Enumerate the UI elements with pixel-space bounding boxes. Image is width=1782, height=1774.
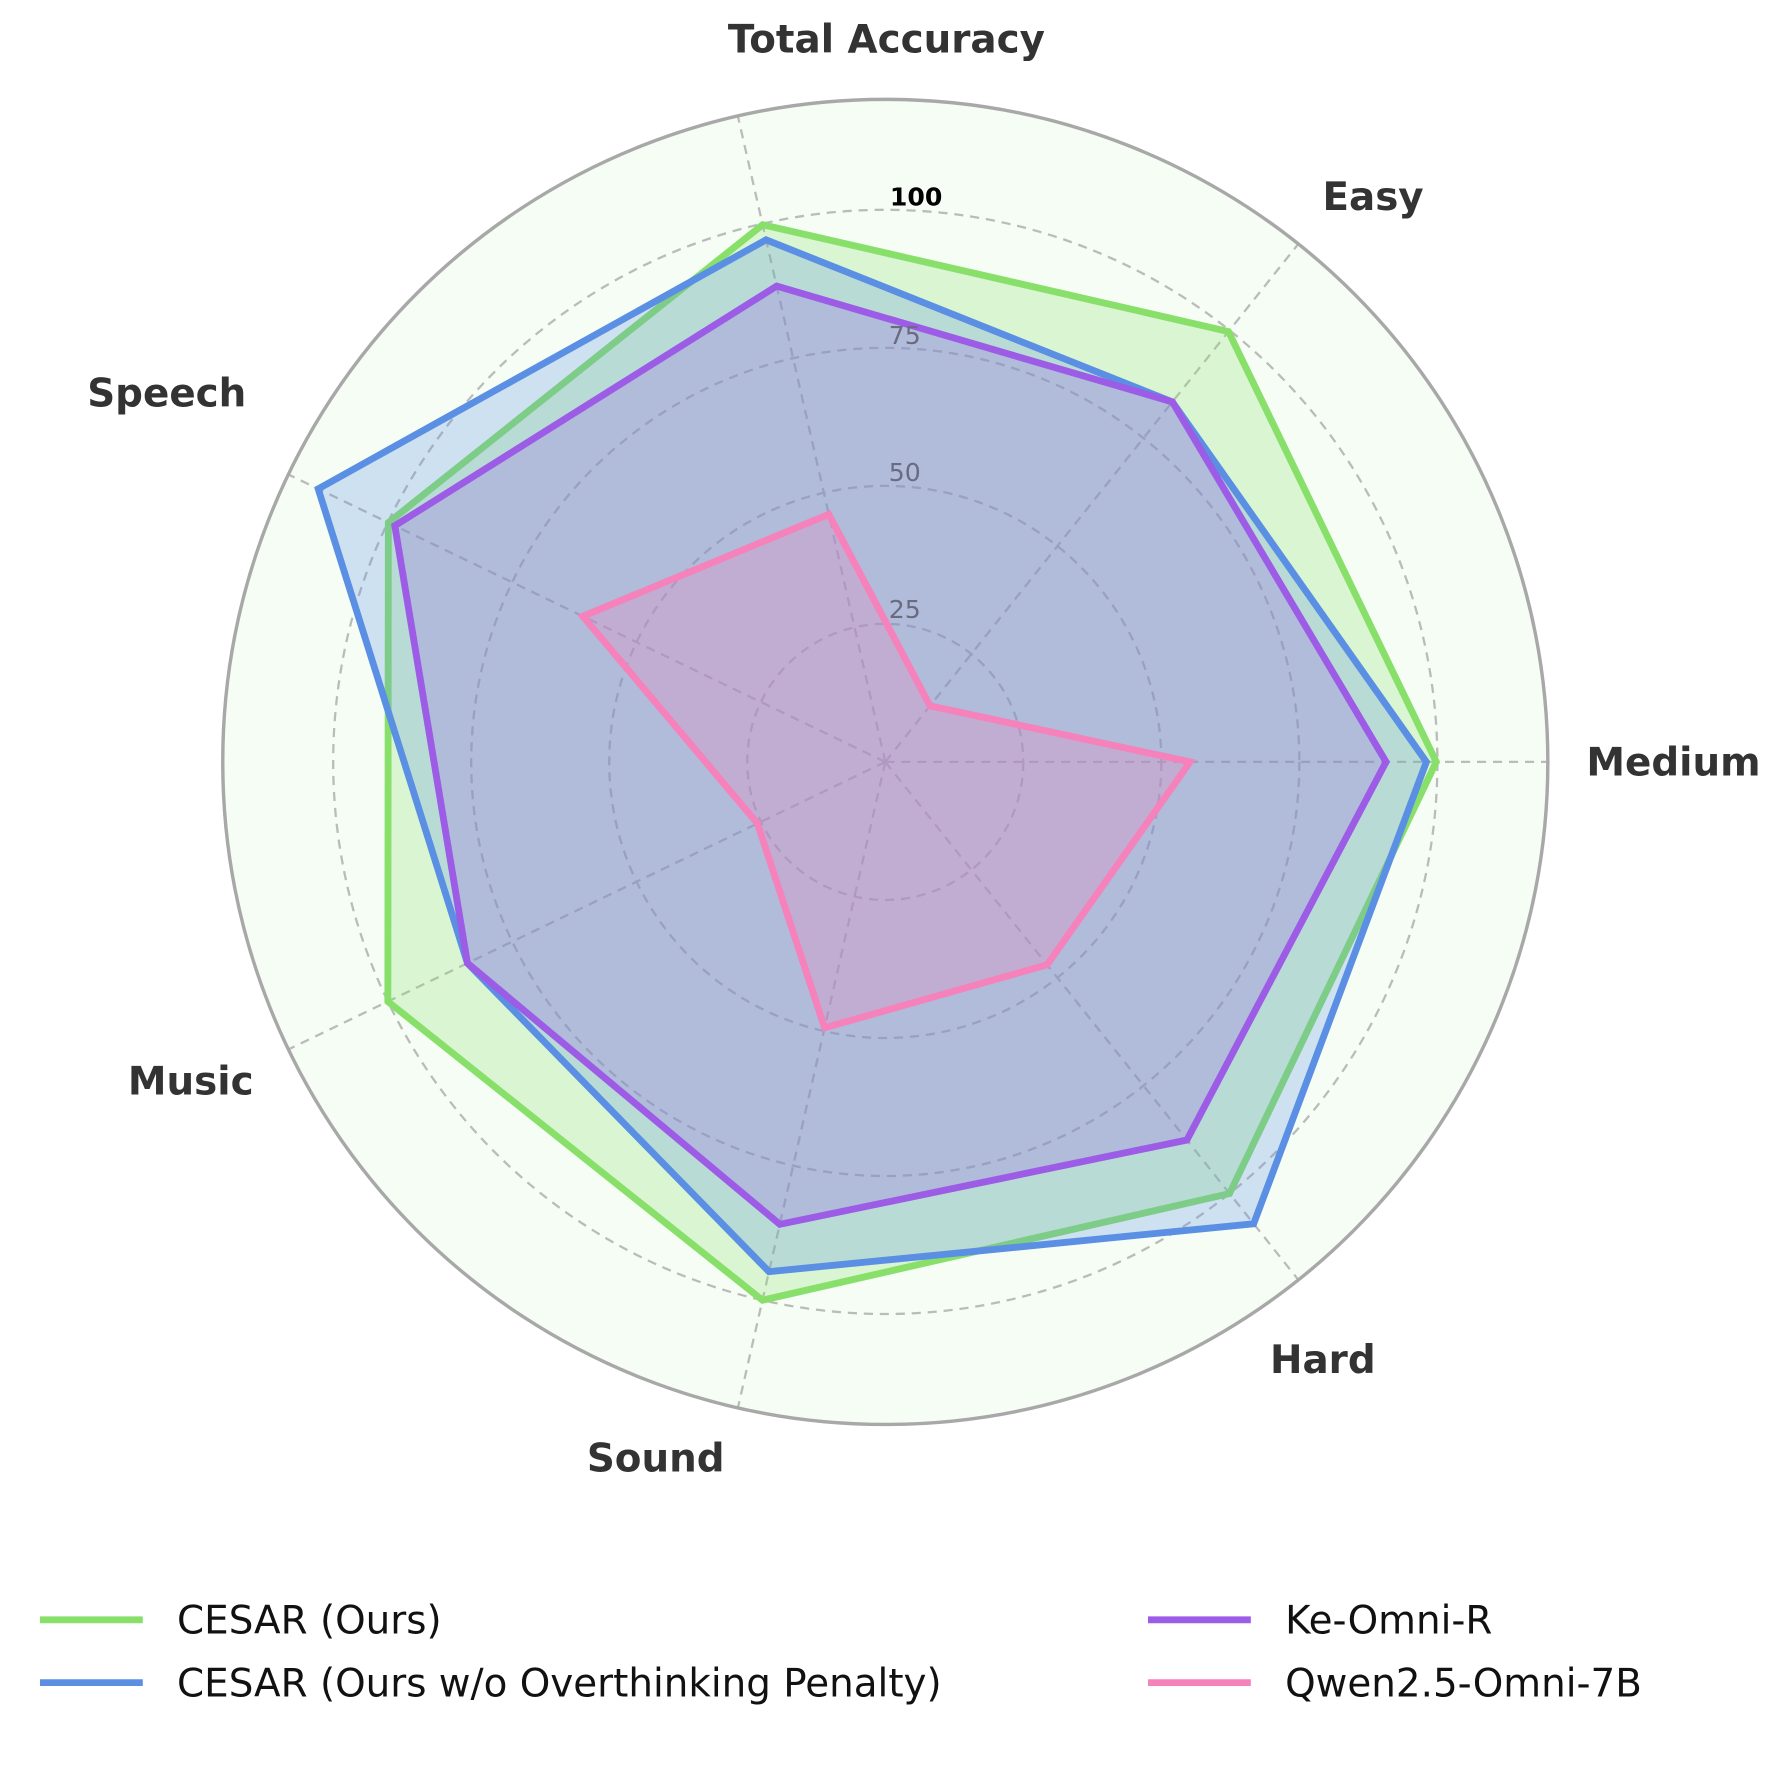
category-label-easy: Easy xyxy=(1322,175,1423,220)
grid-ring-75 xyxy=(470,346,1301,1178)
series-polygons xyxy=(221,97,1550,1427)
data-point-3-0 xyxy=(827,513,830,516)
category-label-medium: Medium xyxy=(1586,741,1760,786)
data-point-1-4 xyxy=(767,1270,771,1273)
legend-label-ke-omni-r: Ke-Omni-R xyxy=(1285,1598,1492,1643)
data-point-1-3 xyxy=(1252,1222,1255,1225)
data-point-0-0 xyxy=(761,223,764,226)
data-point-3-2 xyxy=(1188,760,1192,764)
data-point-3-3 xyxy=(1045,963,1049,966)
series-polygon-2 xyxy=(391,282,1390,1228)
data-point-0-5 xyxy=(386,1000,390,1003)
legend: CESAR (Ours) CESAR (Ours w/o Overthinkin… xyxy=(39,1598,1642,1706)
data-point-0-4 xyxy=(761,1299,764,1302)
tick-label-50: 50 xyxy=(889,458,921,487)
category-labels: Total Accuracy Easy Medium Hard Sound Mu… xyxy=(87,18,1760,1482)
category-label-hard: Hard xyxy=(1270,1338,1376,1383)
data-point-0-1 xyxy=(1227,330,1230,333)
data-point-3-6 xyxy=(581,615,584,618)
series-polygon-1 xyxy=(314,236,1431,1276)
legend-label-qwen: Qwen2.5-Omni-7B xyxy=(1285,1661,1642,1706)
category-label-music: Music xyxy=(128,1059,254,1104)
data-point-1-0 xyxy=(764,238,768,241)
legend-label-cesar: CESAR (Ours) xyxy=(177,1598,442,1643)
tick-label-100: 100 xyxy=(890,183,942,212)
grid-ring-25 xyxy=(746,622,1025,902)
tick-label-25: 25 xyxy=(889,595,921,624)
data-point-2-1 xyxy=(1171,400,1174,404)
data-point-0-6 xyxy=(387,521,390,524)
data-point-2-2 xyxy=(1384,760,1388,764)
outer-frame xyxy=(221,97,1550,1427)
data-point-3-5 xyxy=(756,822,759,825)
data-point-2-0 xyxy=(775,284,778,288)
data-point-0-3 xyxy=(1228,1192,1231,1195)
data-point-1-6 xyxy=(317,487,320,490)
category-label-sound: Sound xyxy=(587,1436,725,1481)
data-point-3-4 xyxy=(823,1026,826,1029)
tick-label-75: 75 xyxy=(889,321,921,350)
data-point-1-2 xyxy=(1425,760,1428,764)
legend-label-cesar-no-penalty: CESAR (Ours w/o Overthinking Penalty) xyxy=(177,1661,942,1706)
data-point-2-5 xyxy=(466,962,469,965)
category-label-total-accuracy: Total Accuracy xyxy=(728,18,1045,63)
series-polygon-3 xyxy=(577,509,1196,1033)
data-point-2-3 xyxy=(1185,1138,1189,1142)
radial-tick-labels: 25 50 75 100 xyxy=(889,183,943,624)
data-point-3-1 xyxy=(928,704,932,707)
data-point-0-2 xyxy=(1435,760,1438,764)
category-label-speech: Speech xyxy=(87,372,246,417)
data-point-2-6 xyxy=(393,524,396,527)
data-point-2-4 xyxy=(778,1223,781,1226)
